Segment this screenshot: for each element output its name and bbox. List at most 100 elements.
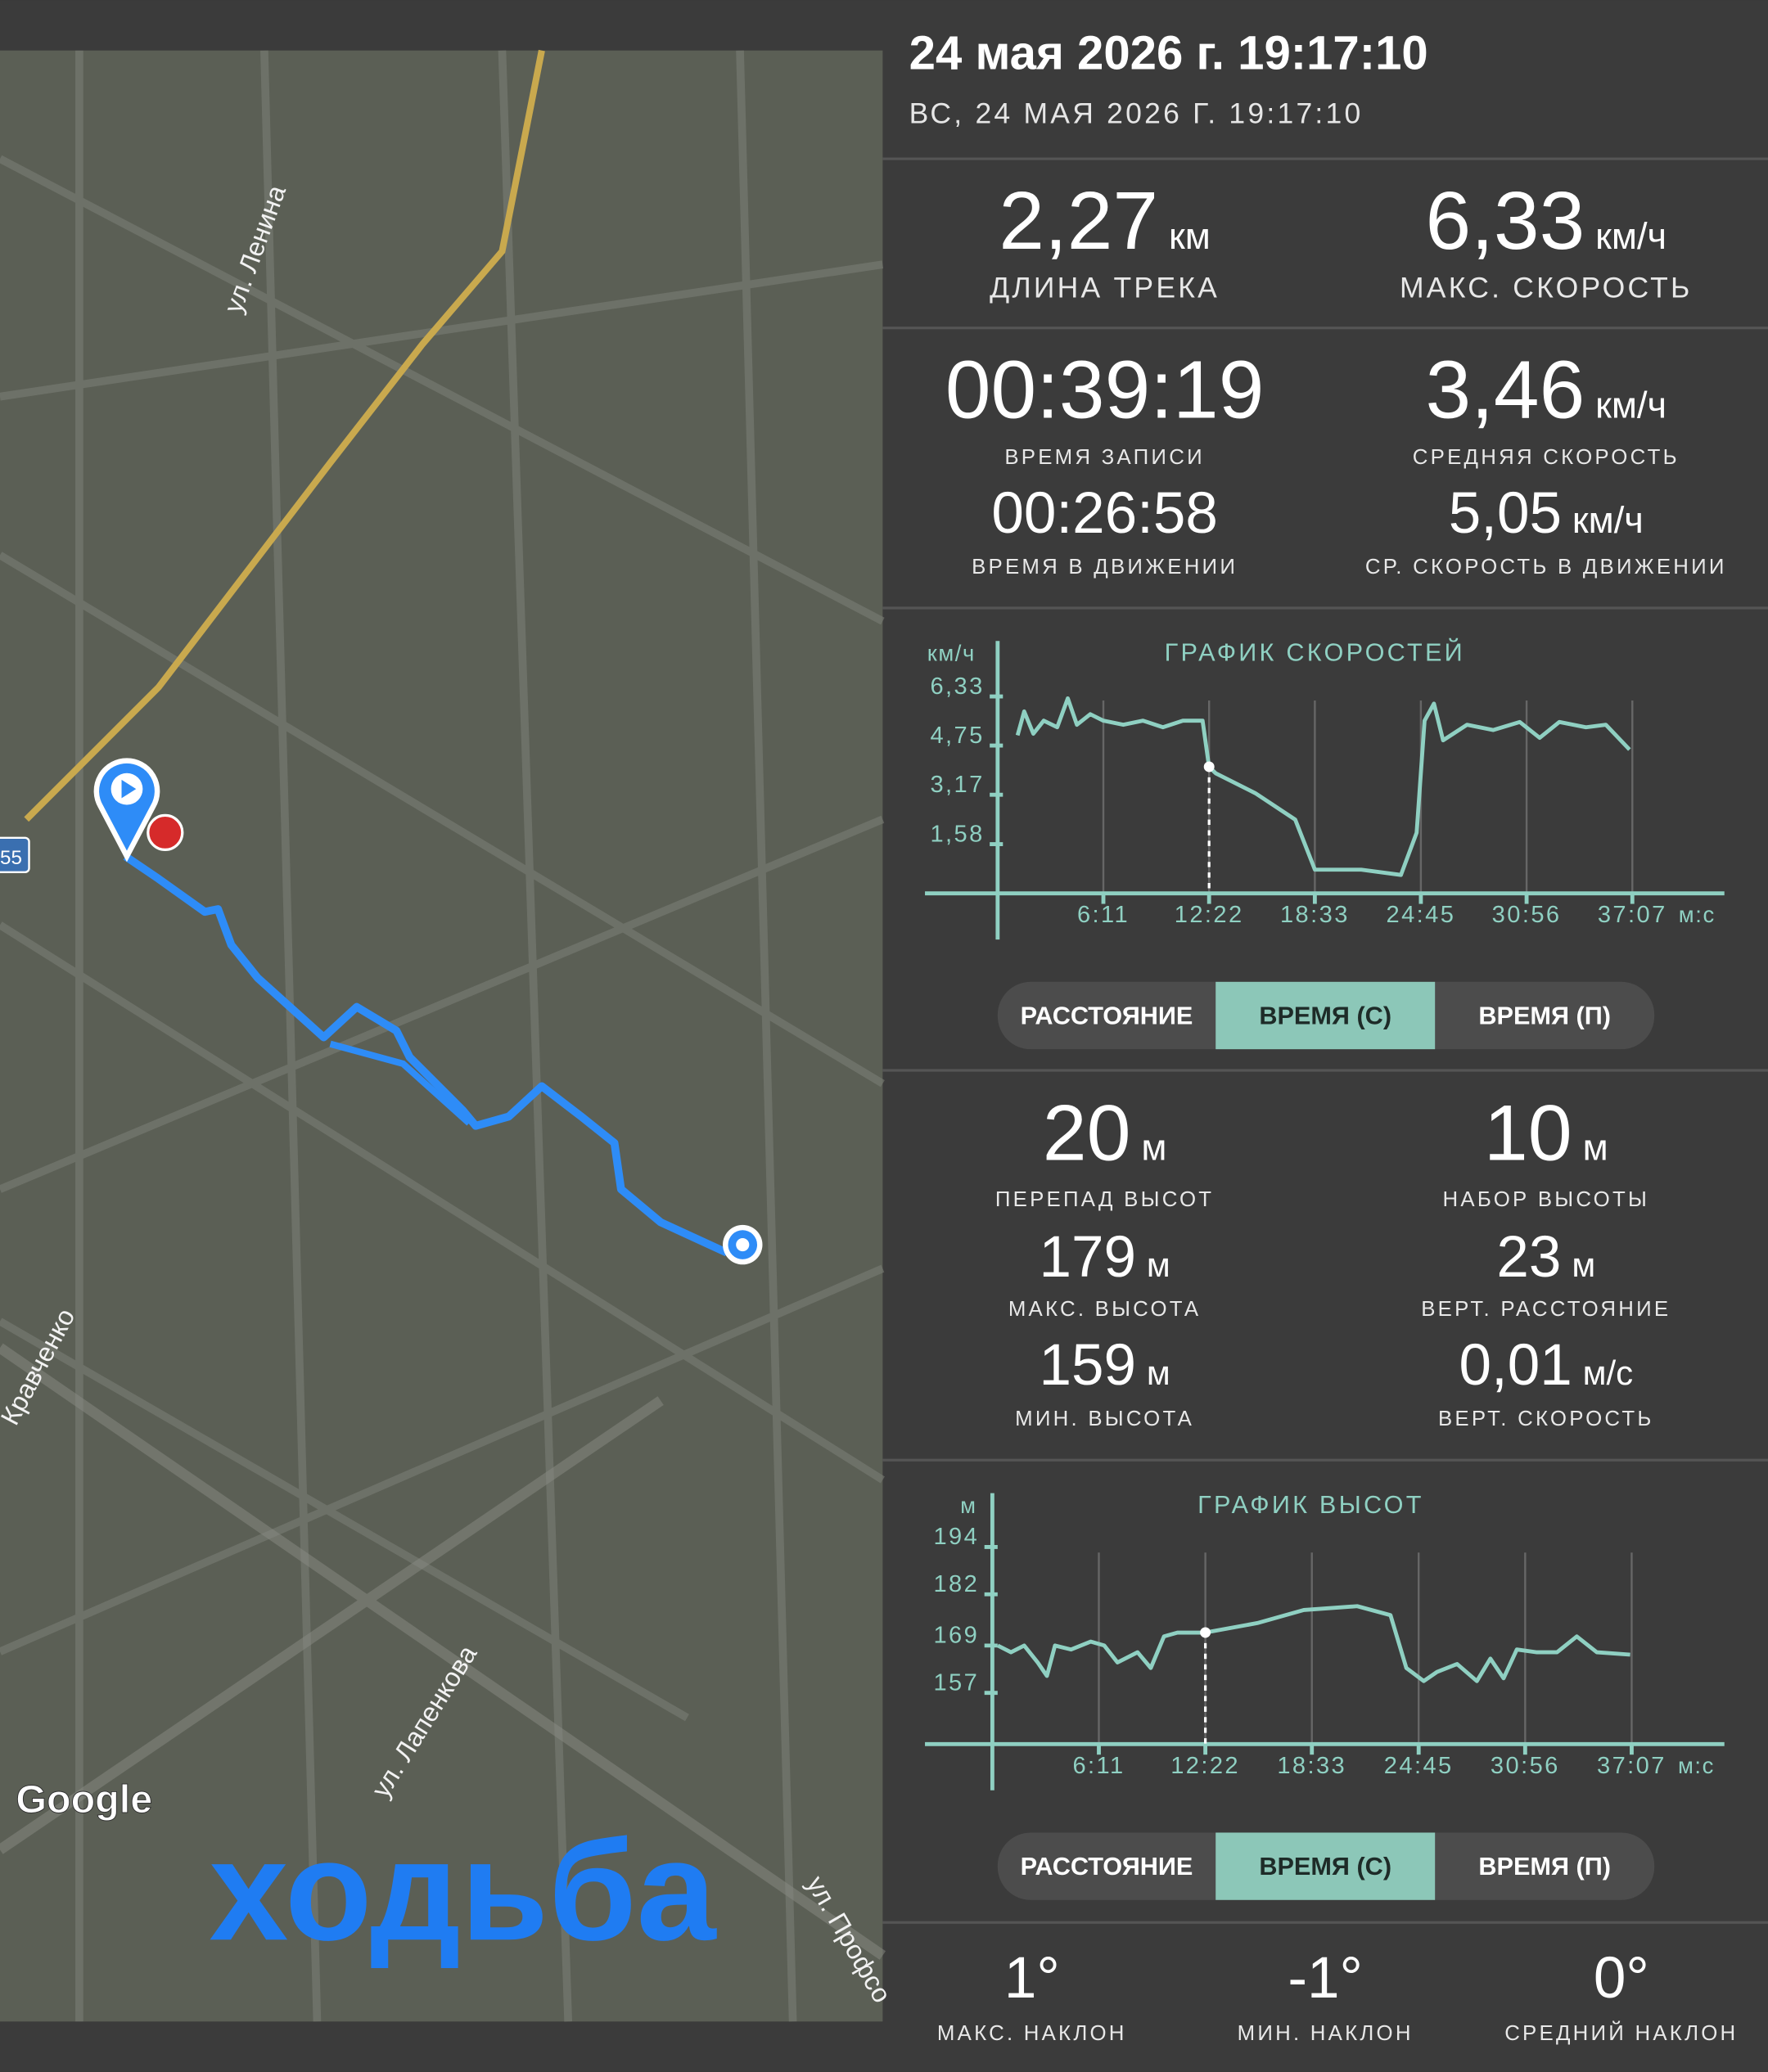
page-title: 24 мая 2026 г. 19:17:10: [909, 26, 1428, 79]
stat-label: МАКС. НАКЛОН: [937, 2022, 1127, 2045]
stat-value: 0°: [1594, 1946, 1649, 2011]
stat-number: 23: [1496, 1225, 1561, 1290]
segment-button[interactable]: ВРЕМЯ (П): [1478, 1002, 1611, 1029]
map-roads: [0, 50, 885, 2022]
y-axis-label: км/ч: [927, 641, 976, 666]
data-line: [996, 1604, 1630, 1683]
stat-value: 0,01 м/с: [1459, 1333, 1633, 1398]
y-axis-label: м: [960, 1493, 976, 1518]
stat-label: ВРЕМЯ В ДВИЖЕНИИ: [972, 556, 1238, 579]
stat-number: 2,27: [999, 175, 1158, 267]
stat-number: -1°: [1288, 1946, 1363, 2011]
stat-number: 0°: [1594, 1946, 1649, 2011]
track: [329, 1040, 471, 1126]
segment-button[interactable]: РАССТОЯНИЕ: [1021, 1853, 1193, 1881]
stat-number: 3,46: [1425, 344, 1585, 435]
cursor-point: [1200, 1627, 1211, 1638]
stat-unit: км/ч: [1572, 499, 1644, 541]
current-marker: [736, 1237, 750, 1252]
chart-title: ГРАФИК ВЫСОТ: [1197, 1491, 1424, 1519]
stat-label: СР. СКОРОСТЬ В ДВИЖЕНИИ: [1365, 556, 1727, 579]
finish-marker: [147, 813, 184, 851]
y-tick-label: 169: [933, 1623, 979, 1649]
stat-value: 6,33 км/ч: [1425, 175, 1667, 267]
segment-selected: [1216, 981, 1436, 1050]
stat-label: НАБОР ВЫСОТЫ: [1443, 1188, 1650, 1211]
stat-value: 179 м: [1039, 1225, 1170, 1290]
stat-value: 3,46 км/ч: [1425, 344, 1667, 435]
stat-label: ПЕРЕПАД ВЫСОТ: [995, 1188, 1214, 1211]
play-icon: [121, 779, 137, 799]
x-tick-label: 6:11: [1077, 902, 1130, 928]
stat-value: 2,27 км: [999, 175, 1211, 267]
cursor-point: [1203, 761, 1215, 772]
y-tick-label: 3,17: [930, 772, 984, 798]
stat-label: МИН. НАКЛОН: [1238, 2022, 1414, 2045]
stat-value: -1°: [1288, 1946, 1363, 2011]
segment-button[interactable]: ВРЕМЯ (С): [1259, 1853, 1391, 1881]
map-roads: [0, 1343, 886, 1960]
segment-button[interactable]: ВРЕМЯ (П): [1478, 1853, 1611, 1881]
activity-label: ходьба: [209, 1810, 717, 1970]
x-tick-label: 37:07: [1597, 1753, 1667, 1779]
stat-label: ВЕРТ. СКОРОСТЬ: [1438, 1408, 1654, 1430]
stat-value: 20 м: [1043, 1088, 1167, 1178]
stat-label: ВРЕМЯ ЗАПИСИ: [1004, 446, 1205, 469]
stat-value: 00:39:19: [945, 344, 1265, 435]
main-road: [24, 49, 545, 822]
segment-button[interactable]: РАССТОЯНИЕ: [1021, 1002, 1193, 1029]
stat-value: 159 м: [1039, 1333, 1170, 1398]
stat-label: ДЛИНА ТРЕКА: [990, 272, 1220, 304]
stat-label: МАКС. ВЫСОТА: [1008, 1298, 1202, 1321]
segment-button[interactable]: ВРЕМЯ (С): [1259, 1002, 1391, 1029]
stat-number: 1°: [1004, 1946, 1060, 2011]
x-axis-label: м:с: [1679, 902, 1716, 927]
stat-value: 10 м: [1484, 1088, 1608, 1178]
stat-label: МАКС. СКОРОСТЬ: [1400, 272, 1693, 304]
x-tick-label: 30:56: [1491, 1753, 1560, 1779]
x-tick-label: 30:56: [1492, 902, 1562, 928]
data-line: [1015, 696, 1631, 877]
stat-value: 00:26:58: [991, 481, 1217, 546]
stat-label: СРЕДНИЙ НАКЛОН: [1504, 2020, 1738, 2045]
x-tick-label: 24:45: [1384, 1753, 1454, 1779]
page-subtitle: ВС, 24 МАЯ 2026 Г. 19:17:10: [909, 97, 1364, 129]
y-tick-label: 182: [933, 1571, 979, 1597]
stat-value: 1°: [1004, 1946, 1060, 2011]
stat-value: 23 м: [1496, 1225, 1595, 1290]
chart-title: ГРАФИК СКОРОСТЕЙ: [1165, 637, 1465, 667]
stat-unit: м: [1147, 1354, 1170, 1392]
stat-label: ВЕРТ. РАССТОЯНИЕ: [1421, 1298, 1671, 1321]
stat-unit: км/ч: [1595, 384, 1667, 426]
stat-number: 00:39:19: [945, 344, 1265, 435]
stat-unit: км: [1169, 215, 1211, 257]
stat-number: 0,01: [1459, 1333, 1572, 1398]
x-axis-label: м:с: [1678, 1753, 1715, 1778]
stat-number: 00:26:58: [991, 481, 1217, 546]
stat-unit: м: [1141, 1127, 1166, 1169]
map-area: [0, 50, 883, 2022]
y-tick-label: 4,75: [930, 723, 984, 749]
x-tick-label: 12:22: [1175, 902, 1244, 928]
stat-label: СРЕДНЯЯ СКОРОСТЬ: [1413, 446, 1680, 469]
x-tick-label: 18:33: [1277, 1753, 1346, 1779]
y-tick-label: 1,58: [930, 821, 984, 847]
stat-unit: м: [1572, 1245, 1595, 1284]
stat-unit: м: [1583, 1127, 1608, 1169]
segment-selected: [1216, 1832, 1436, 1900]
stat-unit: м/с: [1583, 1354, 1634, 1392]
stat-value: 5,05 км/ч: [1449, 481, 1644, 546]
stat-unit: м: [1147, 1245, 1170, 1284]
map-provider: Google: [16, 1777, 152, 1822]
stat-number: 6,33: [1425, 175, 1585, 267]
stat-unit: км/ч: [1595, 215, 1667, 257]
road-number-badge: [0, 836, 30, 874]
x-tick-label: 12:22: [1170, 1753, 1240, 1779]
y-tick-label: 6,33: [930, 673, 984, 700]
stat-label: МИН. ВЫСОТА: [1015, 1408, 1194, 1430]
y-tick-label: 157: [933, 1669, 979, 1696]
stat-number: 5,05: [1449, 481, 1562, 546]
stat-number: 10: [1484, 1088, 1572, 1178]
stat-number: 20: [1043, 1088, 1131, 1178]
